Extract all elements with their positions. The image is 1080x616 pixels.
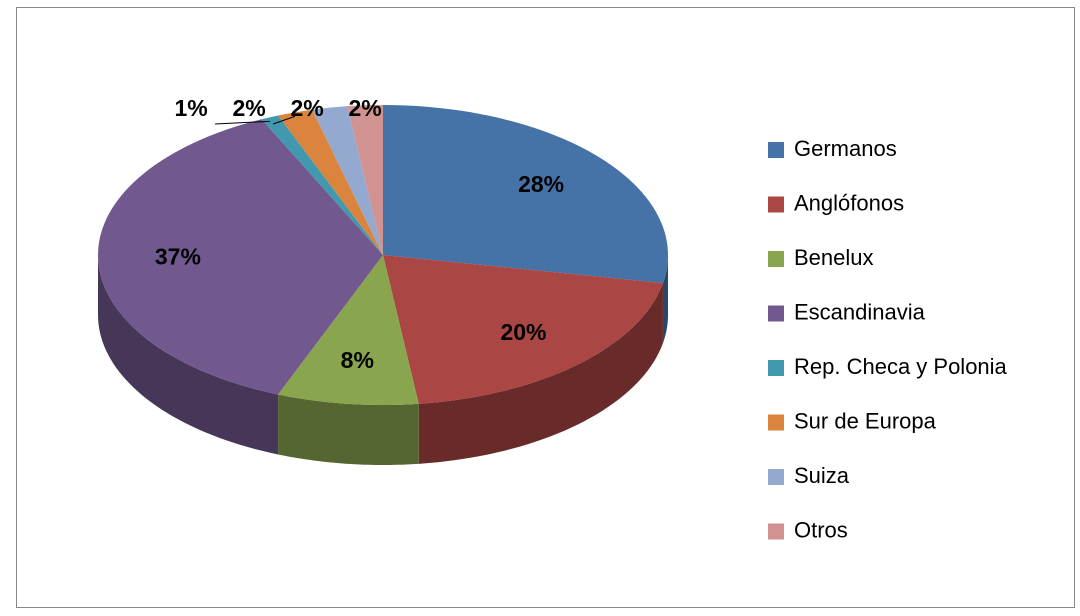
data-label: 37% — [155, 243, 201, 269]
slice — [278, 109, 383, 255]
legend-swatch — [768, 469, 784, 485]
legend-label: Otros — [794, 517, 848, 542]
legend-label: Escandinavia — [794, 299, 926, 324]
data-label: 2% — [232, 95, 265, 121]
leader-line — [272, 115, 296, 125]
legend-label: Anglófonos — [794, 190, 904, 215]
legend-label: Sur de Europa — [794, 408, 937, 433]
legend-label: Suiza — [794, 463, 850, 488]
legend-swatch — [768, 360, 784, 376]
legend-swatch — [768, 523, 784, 540]
slice-side — [662, 255, 668, 344]
slice — [312, 106, 383, 255]
legend-label: Benelux — [794, 245, 874, 270]
slice — [261, 115, 383, 255]
slice-side — [418, 283, 663, 464]
legend-swatch — [768, 142, 784, 158]
data-label: 8% — [341, 347, 374, 373]
legend-swatch — [768, 305, 784, 322]
legend-label: Rep. Checa y Polonia — [794, 354, 1008, 379]
slice-side — [278, 394, 419, 465]
slice — [278, 255, 419, 405]
slice — [383, 255, 663, 404]
legend-swatch — [768, 251, 784, 267]
data-label: 2% — [290, 95, 323, 121]
legend-swatch — [768, 414, 784, 431]
slice — [98, 119, 383, 395]
legend-label: Germanos — [794, 136, 897, 161]
slice-side — [98, 255, 279, 455]
data-label: 2% — [348, 95, 381, 121]
data-label: 28% — [518, 171, 564, 197]
data-label: 20% — [500, 319, 546, 345]
leader-line — [215, 120, 270, 125]
data-label: 1% — [174, 95, 207, 121]
slice — [383, 105, 668, 284]
slice — [347, 105, 383, 255]
legend-swatch — [768, 196, 784, 213]
